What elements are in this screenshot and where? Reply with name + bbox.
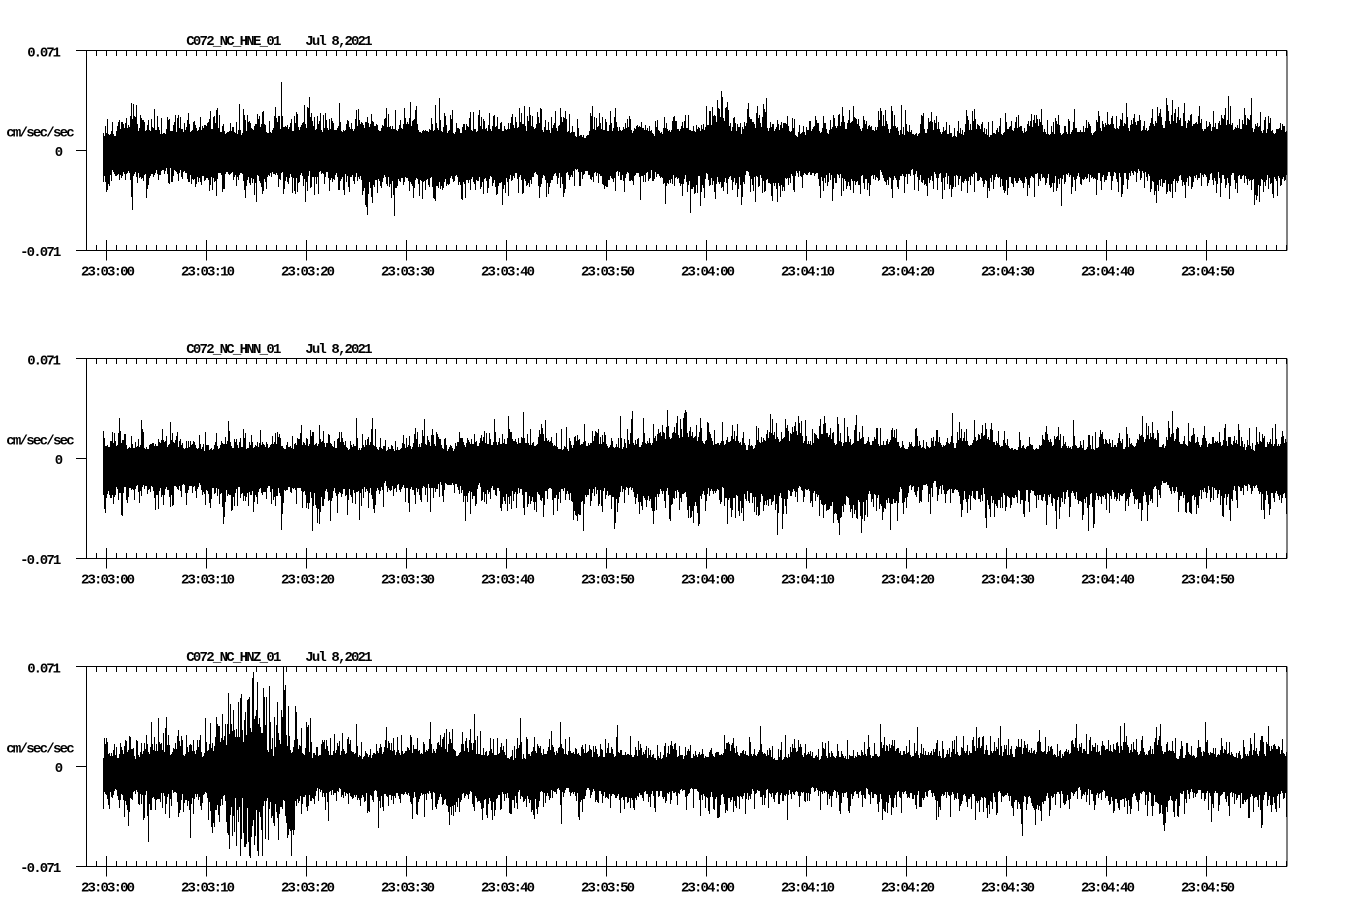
svg-text:23:03:20: 23:03:20 [281, 265, 335, 281]
svg-text:23:03:40: 23:03:40 [481, 881, 535, 897]
svg-text:23:03:10: 23:03:10 [181, 573, 235, 589]
svg-text:0.071: 0.071 [27, 45, 61, 61]
svg-text:23:04:00: 23:04:00 [681, 573, 735, 589]
svg-text:23:03:40: 23:03:40 [481, 265, 535, 281]
svg-text:-0.071: -0.071 [20, 245, 61, 261]
svg-text:23:04:30: 23:04:30 [981, 881, 1035, 897]
svg-text:0.071: 0.071 [27, 661, 61, 677]
svg-text:23:04:50: 23:04:50 [1181, 573, 1235, 589]
svg-text:23:04:40: 23:04:40 [1081, 573, 1135, 589]
svg-text:23:04:10: 23:04:10 [781, 881, 835, 897]
svg-text:23:03:00: 23:03:00 [81, 881, 135, 897]
svg-text:Jul 8,2021: Jul 8,2021 [305, 342, 372, 358]
svg-text:C072_NC_HNN_01: C072_NC_HNN_01 [186, 342, 281, 358]
svg-text:0: 0 [55, 145, 63, 161]
svg-text:23:03:10: 23:03:10 [181, 265, 235, 281]
svg-text:23:03:30: 23:03:30 [381, 881, 435, 897]
svg-text:23:04:30: 23:04:30 [981, 573, 1035, 589]
svg-text:23:03:10: 23:03:10 [181, 881, 235, 897]
svg-text:cm/sec/sec: cm/sec/sec [6, 433, 75, 449]
svg-text:23:03:20: 23:03:20 [281, 881, 335, 897]
svg-text:Jul 8,2021: Jul 8,2021 [305, 650, 372, 666]
svg-text:-0.071: -0.071 [20, 861, 61, 877]
svg-text:0: 0 [55, 453, 63, 469]
svg-text:23:04:00: 23:04:00 [681, 265, 735, 281]
svg-text:23:03:30: 23:03:30 [381, 265, 435, 281]
svg-text:23:03:20: 23:03:20 [281, 573, 335, 589]
svg-text:23:04:00: 23:04:00 [681, 881, 735, 897]
svg-text:23:03:00: 23:03:00 [81, 265, 135, 281]
svg-text:23:04:10: 23:04:10 [781, 573, 835, 589]
svg-text:23:03:40: 23:03:40 [481, 573, 535, 589]
svg-text:23:03:50: 23:03:50 [581, 265, 635, 281]
svg-text:cm/sec/sec: cm/sec/sec [6, 741, 75, 757]
svg-text:C072_NC_HNZ_01: C072_NC_HNZ_01 [186, 650, 281, 666]
svg-text:23:04:40: 23:04:40 [1081, 265, 1135, 281]
svg-text:23:03:30: 23:03:30 [381, 573, 435, 589]
svg-text:-0.071: -0.071 [20, 553, 61, 569]
svg-text:23:03:50: 23:03:50 [581, 573, 635, 589]
svg-text:23:04:50: 23:04:50 [1181, 265, 1235, 281]
svg-text:23:04:50: 23:04:50 [1181, 881, 1235, 897]
svg-text:23:04:20: 23:04:20 [881, 881, 935, 897]
svg-text:23:03:00: 23:03:00 [81, 573, 135, 589]
svg-text:23:04:40: 23:04:40 [1081, 881, 1135, 897]
svg-text:23:04:20: 23:04:20 [881, 265, 935, 281]
svg-text:C072_NC_HNE_01: C072_NC_HNE_01 [186, 34, 281, 50]
svg-text:23:04:30: 23:04:30 [981, 265, 1035, 281]
svg-text:0.071: 0.071 [27, 353, 61, 369]
svg-text:0: 0 [55, 761, 63, 777]
svg-text:23:03:50: 23:03:50 [581, 881, 635, 897]
svg-text:23:04:10: 23:04:10 [781, 265, 835, 281]
svg-text:23:04:20: 23:04:20 [881, 573, 935, 589]
svg-text:cm/sec/sec: cm/sec/sec [6, 125, 75, 141]
svg-text:Jul 8,2021: Jul 8,2021 [305, 34, 372, 50]
